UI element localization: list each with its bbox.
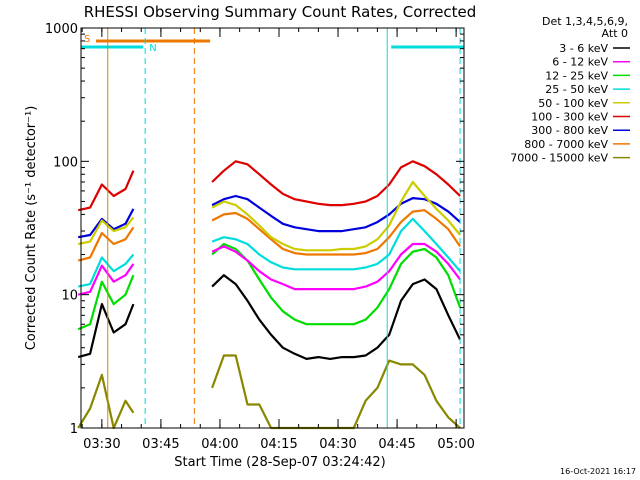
flag-label: N	[149, 43, 156, 54]
series-line	[77, 242, 462, 331]
legend-label: 100 - 300 keV	[531, 111, 608, 124]
x-tick-label: 05:00	[437, 437, 474, 452]
legend-label: 300 - 800 keV	[531, 124, 608, 137]
y-axis-label: Corrected Count Rate (s⁻¹ detector⁻¹)	[24, 106, 39, 351]
x-tick-label: 04:15	[260, 437, 297, 452]
y-tick-label: 1000	[45, 22, 78, 37]
legend-header: Det 1,3,4,5,6,9,	[542, 15, 628, 28]
series-line	[77, 180, 461, 252]
x-tick-label: 03:45	[142, 437, 179, 452]
y-tick-label: 10	[61, 289, 78, 304]
series-line	[77, 274, 462, 360]
series-layer	[77, 160, 462, 430]
y-tick-label: 100	[53, 155, 78, 170]
timestamp: 16-Oct-2021 16:17	[560, 467, 636, 476]
x-tick-label: 03:30	[83, 437, 120, 452]
chart-title: RHESSI Observing Summary Count Rates, Co…	[84, 3, 477, 21]
legend-label: 7000 - 15000 keV	[510, 152, 608, 165]
legend-label: 6 - 12 keV	[552, 56, 608, 69]
series-line	[78, 194, 461, 239]
legend-label: 3 - 6 keV	[559, 42, 608, 55]
legend-label: 25 - 50 keV	[545, 83, 608, 96]
x-axis-label: Start Time (28-Sep-07 03:24:42)	[174, 455, 385, 470]
vlines-layer	[107, 28, 461, 428]
legend-header: Att 0	[602, 27, 628, 40]
legend-label: 50 - 100 keV	[538, 97, 608, 110]
x-tick-label: 04:45	[378, 437, 415, 452]
series-line	[77, 354, 461, 430]
x-tick-label: 04:30	[319, 437, 356, 452]
series-line	[77, 242, 461, 296]
plot-frame	[80, 27, 465, 429]
y-tick-label: 1	[70, 422, 78, 437]
x-tick-label: 04:00	[201, 437, 238, 452]
flag-label: S	[84, 34, 90, 45]
flags-layer: SN	[81, 34, 464, 54]
legend-label: 12 - 25 keV	[545, 69, 608, 82]
y-axis: 1 10 100 1000	[45, 22, 464, 437]
legend-label: 800 - 7000 keV	[524, 138, 608, 151]
x-axis: 03:30 03:45 04:00 04:15 04:30 04:45 05:00	[81, 28, 475, 452]
